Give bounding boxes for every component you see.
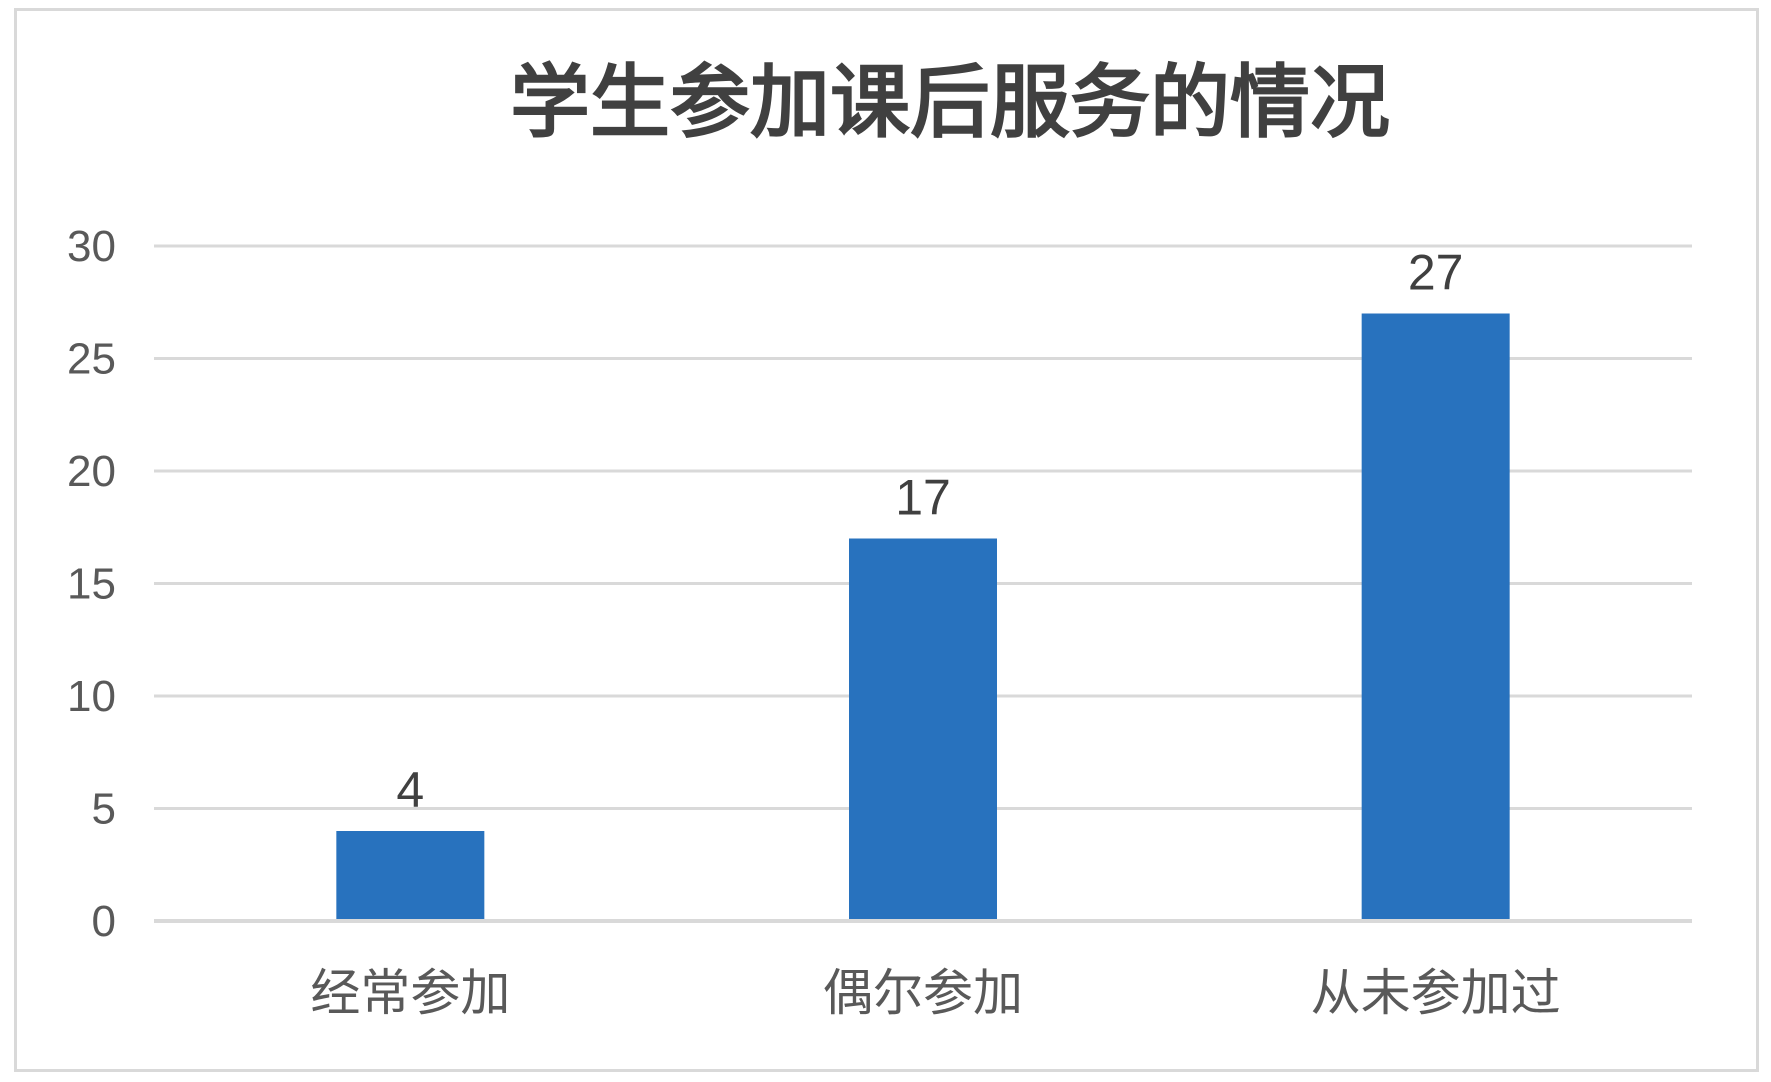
bar <box>849 538 997 919</box>
chart-title: 学生参加课后服务的情况 <box>510 55 1390 149</box>
bar <box>336 831 485 919</box>
x-category-label: 偶尔参加 <box>823 964 1023 1022</box>
y-tick-label: 5 <box>92 785 116 834</box>
y-tick-label: 0 <box>92 897 116 946</box>
y-tick-label: 30 <box>67 222 116 271</box>
bars <box>336 313 1510 919</box>
x-axis-categories: 经常参加 偶尔参加 从未参加过 <box>310 964 1560 1022</box>
data-label: 17 <box>895 470 951 526</box>
data-label: 4 <box>396 762 424 818</box>
bar <box>1361 313 1510 919</box>
x-category-label: 经常参加 <box>310 964 510 1022</box>
data-labels: 4 17 27 <box>396 245 1463 819</box>
y-axis-ticks: 0 5 10 15 20 25 30 <box>67 222 116 946</box>
y-tick-label: 20 <box>67 447 116 496</box>
y-tick-label: 10 <box>67 672 116 721</box>
y-tick-label: 15 <box>67 560 116 609</box>
x-category-label: 从未参加过 <box>1311 964 1561 1022</box>
data-label: 27 <box>1408 245 1464 301</box>
y-tick-label: 25 <box>67 335 116 384</box>
